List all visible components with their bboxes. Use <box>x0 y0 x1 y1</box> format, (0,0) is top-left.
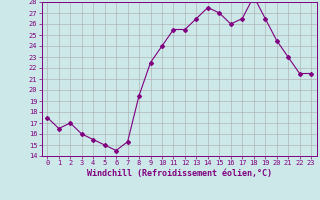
X-axis label: Windchill (Refroidissement éolien,°C): Windchill (Refroidissement éolien,°C) <box>87 169 272 178</box>
